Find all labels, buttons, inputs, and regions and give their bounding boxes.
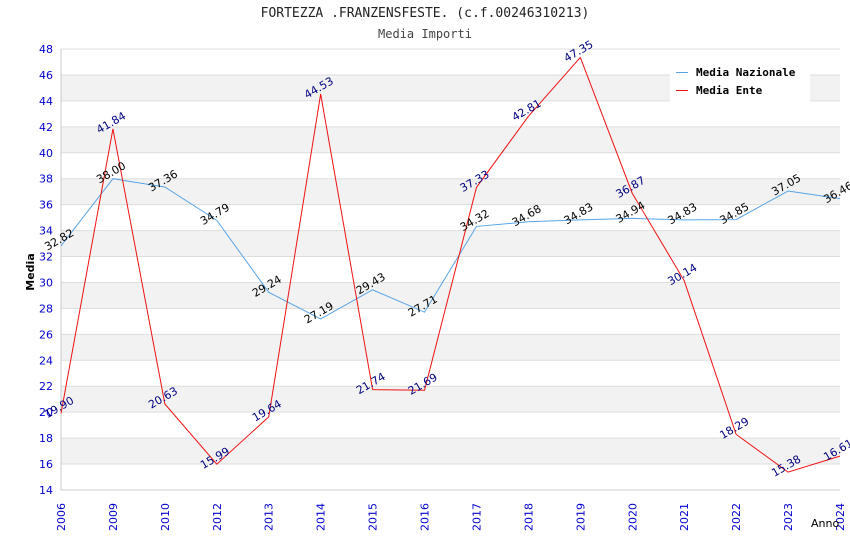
x-tick-label: 2020 — [626, 503, 639, 531]
y-tick-label: 46 — [39, 69, 53, 82]
grid-bands — [61, 74, 840, 465]
x-tick-label: 2024 — [834, 503, 847, 531]
x-axis-label: Anno — [811, 517, 839, 530]
axes — [60, 49, 840, 491]
y-tick-label: 18 — [39, 432, 53, 445]
x-tick-labels: 2006 2009 2010 2012 2013 2014 2015 2016 2017 2018… — [55, 503, 847, 531]
grid-band — [61, 438, 840, 465]
data-label-ente: 19.90 — [42, 394, 76, 421]
legend-swatch-ente — [676, 89, 688, 91]
y-tick-label: 36 — [39, 199, 53, 212]
grid-band — [61, 386, 840, 413]
x-tick-label: 2006 — [55, 503, 68, 531]
y-tick-label: 32 — [39, 251, 53, 264]
grid-band — [61, 230, 840, 257]
y-tick-label: 22 — [39, 380, 53, 393]
x-tick-label: 2017 — [470, 503, 483, 531]
grid-lines — [61, 48, 840, 491]
x-tick-label: 2014 — [315, 503, 328, 531]
y-tick-label: 24 — [39, 354, 53, 367]
y-tick-label: 30 — [39, 276, 53, 289]
x-tick-label: 2013 — [263, 503, 276, 531]
x-tick-label: 2018 — [522, 503, 535, 531]
x-tick-label: 2021 — [678, 503, 691, 531]
legend-label-nazionale: Media Nazionale — [696, 65, 796, 79]
y-tick-label: 40 — [39, 147, 53, 160]
series-line-ente — [60, 56, 841, 473]
x-tick-label: 2015 — [367, 503, 380, 531]
y-tick-label: 20 — [39, 406, 53, 419]
y-tick-label: 42 — [39, 121, 53, 134]
grid-band — [61, 282, 840, 309]
legend-swatch-nazionale — [676, 71, 688, 73]
x-tick-label: 2010 — [159, 503, 172, 531]
y-tick-label: 34 — [39, 225, 53, 238]
grid-band — [61, 178, 840, 205]
data-label-nazionale: 34.68 — [510, 202, 544, 229]
x-tick-label: 2012 — [211, 503, 224, 531]
x-tick-label: 2019 — [574, 503, 587, 531]
chart-title: FORTEZZA .FRANZENSFESTE. (c.f.0024631021… — [260, 6, 590, 21]
x-tick-label: 2009 — [107, 503, 120, 531]
y-tick-label: 44 — [39, 95, 53, 108]
data-label-ente: 47.35 — [562, 38, 596, 65]
x-tick-label: 2023 — [782, 503, 795, 531]
legend-label-ente: Media Ente — [696, 83, 763, 97]
y-tick-label: 14 — [39, 484, 53, 497]
grid-band — [61, 334, 840, 361]
chart-subtitle: Media Importi — [378, 27, 472, 41]
y-tick-labels: 14 16 18 20 22 24 26 28 30 32 34 36 38 40 42 44 46 48 — [39, 43, 53, 497]
series-line-nazionale — [60, 178, 841, 320]
y-tick-label: 16 — [39, 458, 53, 471]
legend-item-nazionale: Media Nazionale — [676, 65, 795, 79]
y-tick-label: 26 — [39, 328, 53, 341]
legend-item-ente: Media Ente — [676, 83, 762, 97]
y-tick-label: 28 — [39, 302, 53, 315]
legend: Media Nazionale Media Ente — [670, 62, 810, 102]
grid-band — [61, 126, 840, 153]
x-tick-label: 2016 — [419, 503, 432, 531]
y-axis-label: Media — [24, 253, 37, 290]
y-tick-label: 38 — [39, 173, 53, 186]
y-tick-label: 48 — [39, 43, 53, 56]
series-lines — [60, 56, 841, 473]
x-tick-label: 2022 — [730, 503, 743, 531]
